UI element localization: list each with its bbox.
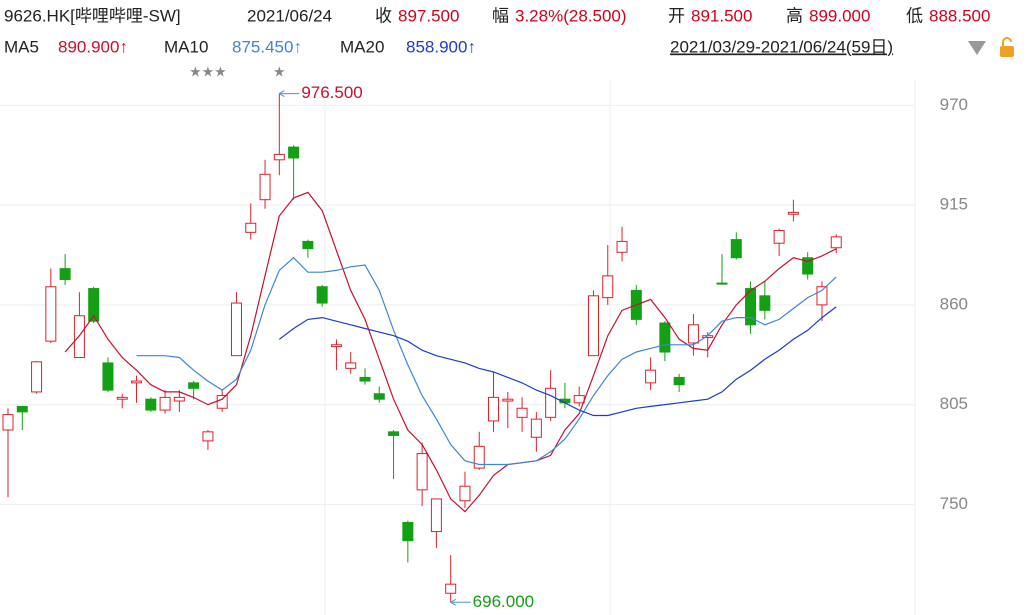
candle-body xyxy=(502,398,514,402)
candle-body xyxy=(116,396,128,400)
y-tick-label: 915 xyxy=(940,195,968,214)
ma-line xyxy=(136,256,837,466)
low-label: 低 xyxy=(906,6,923,25)
legend-name: MA10 xyxy=(164,37,208,56)
candle-body xyxy=(359,376,371,382)
open-label: 开 xyxy=(668,6,685,25)
candle-body xyxy=(730,239,742,259)
candle-body xyxy=(645,369,657,384)
y-tick-label: 805 xyxy=(940,394,968,413)
low-value: 888.500 xyxy=(929,6,990,25)
annotation-label: 696.000 xyxy=(473,592,534,611)
high-value: 899.000 xyxy=(809,6,870,25)
candle-body xyxy=(416,453,428,491)
candle-body xyxy=(673,376,685,386)
candle-body xyxy=(459,485,471,502)
candle-body xyxy=(787,211,799,215)
candle-body xyxy=(516,407,528,418)
candle-body xyxy=(616,240,628,253)
candle-body xyxy=(202,431,214,442)
candle-body xyxy=(102,362,114,391)
candle-body xyxy=(316,286,328,304)
candle-body xyxy=(373,393,385,400)
candle-body xyxy=(687,324,699,344)
candle-body xyxy=(445,583,457,594)
candle-body xyxy=(816,286,828,306)
legend-name: MA20 xyxy=(340,37,384,56)
date: 2021/06/24 xyxy=(247,6,332,25)
annotation-arrow xyxy=(450,598,456,606)
candle-body xyxy=(759,295,771,311)
plot-frame xyxy=(324,80,916,615)
candle-body xyxy=(88,288,100,322)
candle-body xyxy=(659,322,671,353)
candle-body xyxy=(131,380,143,384)
candle-body xyxy=(145,398,157,411)
candle-body xyxy=(830,236,842,249)
date-range[interactable]: 2021/03/29-2021/06/24(59日) xyxy=(670,37,893,56)
candle-body xyxy=(402,522,414,542)
candle-body xyxy=(59,268,71,280)
candle-body xyxy=(773,230,785,244)
candle-body xyxy=(73,315,85,358)
candle-body xyxy=(802,257,814,275)
candle-body xyxy=(302,240,314,250)
open-value: 891.500 xyxy=(691,6,752,25)
y-tick-label: 860 xyxy=(940,294,968,313)
legend-value: 875.450↑ xyxy=(232,37,302,56)
legend-value: 858.900↑ xyxy=(406,37,476,56)
annotation-arrow xyxy=(279,90,285,98)
y-tick-label: 970 xyxy=(940,95,968,114)
candle-body xyxy=(45,286,57,342)
lock-icon[interactable] xyxy=(1000,37,1014,57)
candle-body xyxy=(16,405,28,413)
dropdown-icon[interactable] xyxy=(968,41,986,55)
legend-value: 890.900↑ xyxy=(58,37,128,56)
candle-body xyxy=(430,498,442,533)
candle-body xyxy=(245,222,257,233)
candle-body xyxy=(273,153,285,161)
candle-body xyxy=(545,387,557,418)
candle-body xyxy=(173,396,185,402)
candle-body xyxy=(388,431,400,436)
candle-body xyxy=(745,288,757,326)
y-tick-label: 750 xyxy=(940,494,968,513)
close-value: 897.500 xyxy=(398,6,459,25)
event-marker: ★★★ xyxy=(189,64,227,80)
candle-body xyxy=(288,146,300,159)
candle-body xyxy=(602,275,614,299)
ma-line xyxy=(278,306,837,417)
high-label: 高 xyxy=(786,6,803,25)
ma-line xyxy=(64,191,837,513)
lock-shackle xyxy=(1002,37,1012,46)
candle-body xyxy=(159,396,171,411)
candle-body xyxy=(716,282,728,285)
change-label: 幅 xyxy=(492,6,509,25)
legend-name: MA5 xyxy=(4,37,39,56)
symbol: 9626.HK[哔哩哔哩-SW] xyxy=(4,6,181,25)
change-value: 3.28%(28.500) xyxy=(515,6,627,25)
annotation-label: 976.500 xyxy=(301,83,362,102)
candle-body xyxy=(473,445,485,469)
candle-body xyxy=(345,362,357,369)
close-label: 收 xyxy=(375,6,392,25)
candle-body xyxy=(259,173,271,201)
candle-body xyxy=(31,361,43,393)
candle-body xyxy=(230,302,242,357)
candle-body xyxy=(587,295,599,357)
lock-body xyxy=(1000,46,1014,57)
candle-body xyxy=(573,395,585,404)
candle-body xyxy=(488,396,500,422)
candle-body xyxy=(530,418,542,438)
candle-body xyxy=(188,382,200,389)
candle-body xyxy=(330,344,342,348)
candle-body xyxy=(2,414,14,431)
event-marker: ★ xyxy=(273,64,286,80)
candle-body xyxy=(216,395,228,409)
